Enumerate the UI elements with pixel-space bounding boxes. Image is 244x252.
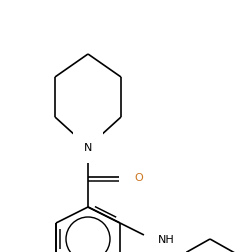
Text: NH: NH: [158, 234, 175, 244]
Text: O: O: [134, 172, 143, 182]
Text: N: N: [84, 142, 92, 152]
